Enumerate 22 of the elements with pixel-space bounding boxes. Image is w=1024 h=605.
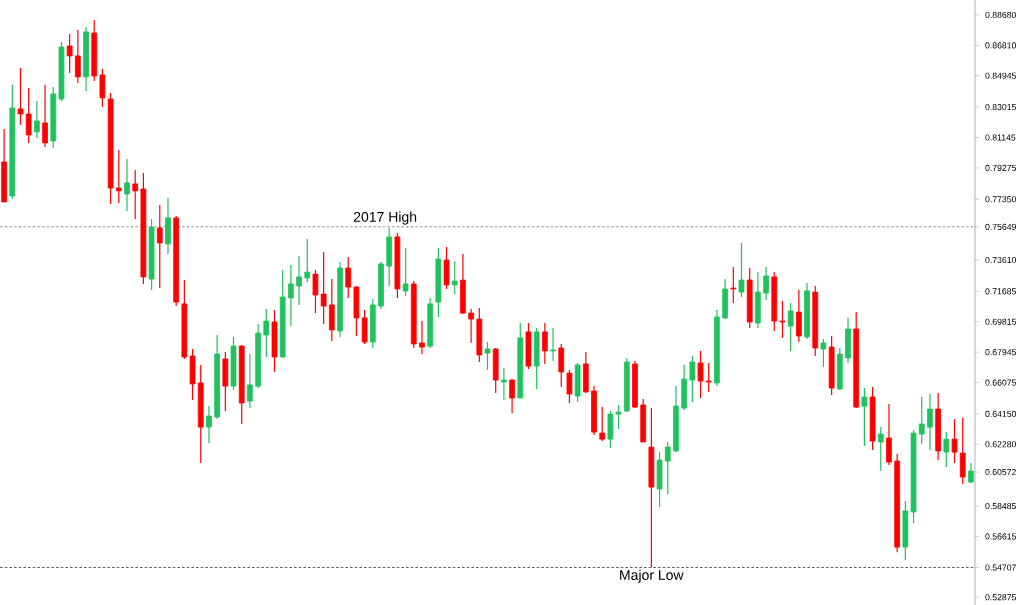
y-tick-label: 0.88680 bbox=[985, 11, 1017, 19]
y-tick-label: 0.62280 bbox=[985, 441, 1017, 448]
y-tick-label: 0.77350 bbox=[985, 196, 1017, 203]
y-tick-label: 0.56615 bbox=[985, 533, 1016, 540]
y-tick-label: 0.71685 bbox=[985, 288, 1016, 295]
y-tick-label: 0.69815 bbox=[985, 318, 1016, 325]
y-tick-label: 0.60572 bbox=[985, 469, 1016, 476]
y-tick-label: 0.52875 bbox=[985, 594, 1016, 601]
y-tick-label: 0.73610 bbox=[985, 256, 1017, 264]
y-tick-label: 0.81145 bbox=[985, 134, 1016, 141]
y-tick-label: 0.64150 bbox=[985, 410, 1017, 417]
y-tick-label: 0.54707 bbox=[985, 564, 1016, 571]
y-tick-label: 0.67945 bbox=[985, 349, 1016, 356]
y-tick-label: 0.83015 bbox=[985, 104, 1016, 111]
y-tick-label: 0.79275 bbox=[985, 164, 1016, 171]
y-tick-label: 0.75649 bbox=[985, 223, 1016, 230]
y-tick-label: 0.58485 bbox=[985, 502, 1016, 510]
ref-line-label: 2017 High bbox=[353, 211, 417, 225]
y-tick-label: 0.66075 bbox=[985, 379, 1016, 386]
ref-line-label: Major Low bbox=[620, 569, 684, 583]
y-tick-label: 0.84945 bbox=[985, 72, 1016, 79]
y-tick-label: 0.86810 bbox=[985, 42, 1017, 49]
